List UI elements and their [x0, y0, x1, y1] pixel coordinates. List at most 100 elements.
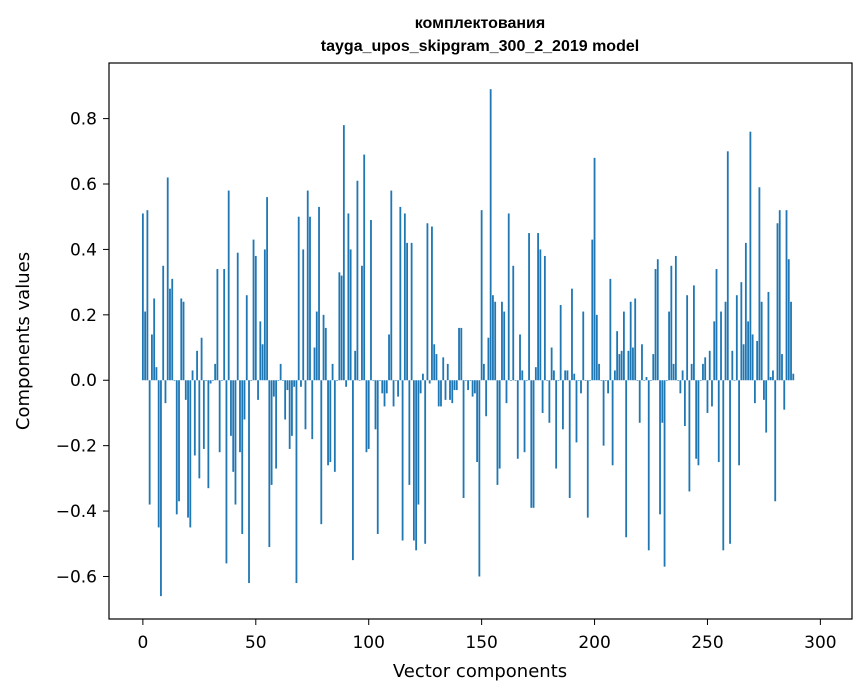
bar-16 [178, 380, 180, 502]
bar-194 [580, 380, 582, 394]
bar-259 [726, 151, 729, 381]
bar-241 [686, 295, 689, 381]
bar-217 [632, 347, 634, 381]
y-tick-label: 0.0 [70, 371, 97, 391]
bar-6 [155, 367, 158, 381]
bar-258 [724, 301, 727, 381]
bar-230 [661, 380, 664, 423]
bar-97 [361, 265, 363, 381]
bar-99 [365, 380, 368, 453]
bar-57 [270, 380, 273, 485]
bar-243 [690, 363, 693, 381]
bar-279 [772, 370, 774, 381]
bar-236 [674, 255, 677, 381]
bar-211 [618, 354, 621, 381]
bar-155 [492, 295, 494, 381]
bar-10 [164, 380, 167, 404]
bar-281 [776, 223, 779, 381]
bar-146 [471, 380, 474, 397]
bar-174 [534, 367, 537, 381]
bar-172 [530, 380, 533, 508]
bar-5 [153, 298, 156, 381]
bar-62 [281, 380, 284, 381]
bar-75 [311, 380, 314, 440]
bar-129 [433, 344, 436, 381]
bar-287 [790, 301, 792, 381]
bar-131 [437, 380, 440, 407]
x-axis-ticks: 0 50 100 150 200 250 300 [137, 619, 837, 653]
bar-200 [593, 157, 596, 381]
bar-125 [424, 380, 427, 544]
x-tick-label: 100 [352, 633, 384, 653]
bar-209 [613, 370, 616, 381]
bar-269 [749, 131, 752, 381]
bar-247 [699, 380, 702, 381]
bar-83 [329, 380, 332, 463]
bar-47 [248, 380, 250, 584]
bar-30 [209, 380, 212, 384]
bar-44 [241, 380, 244, 534]
chart-title: комплектования tayga_upos_skipgram_300_2… [321, 15, 639, 55]
y-axis-ticks: −0.6 −0.4 −0.2 0.0 0.2 0.4 0.6 0.8 [56, 110, 109, 587]
bar-220 [638, 380, 641, 423]
bar-275 [763, 380, 765, 400]
bar-260 [729, 380, 731, 544]
bar-278 [769, 376, 772, 381]
bar-70 [300, 380, 302, 387]
bar-8 [160, 380, 162, 597]
bar-253 [713, 321, 716, 381]
bar-42 [236, 252, 239, 381]
x-tick-label: 0 [137, 633, 148, 653]
x-tick-label: 200 [578, 633, 610, 653]
bar-222 [643, 380, 646, 381]
bar-35 [221, 380, 223, 381]
y-tick-label: −0.4 [56, 502, 97, 522]
bar-137 [451, 380, 454, 404]
bar-175 [537, 233, 539, 381]
bar-49 [252, 239, 255, 381]
bar-81 [324, 327, 327, 381]
bar-166 [516, 380, 519, 459]
bar-140 [458, 327, 460, 381]
bar-267 [744, 242, 747, 381]
bar-250 [706, 380, 709, 413]
bar-163 [510, 380, 512, 381]
bar-60 [277, 380, 280, 381]
bar-103 [374, 380, 377, 430]
bar-66 [291, 380, 293, 436]
bar-88 [340, 275, 343, 381]
bar-223 [645, 376, 648, 381]
bar-202 [598, 363, 600, 381]
bar-204 [602, 380, 605, 446]
bar-255 [717, 380, 720, 463]
bar-169 [523, 380, 526, 453]
bar-108 [385, 380, 388, 394]
bar-205 [604, 380, 607, 381]
bar-69 [297, 216, 300, 381]
bar-193 [577, 380, 580, 381]
bar-266 [742, 344, 745, 381]
bar-199 [591, 239, 594, 381]
bar-20 [187, 380, 189, 518]
bar-232 [665, 380, 668, 381]
bar-170 [525, 380, 528, 381]
bar-184 [557, 380, 560, 381]
bar-180 [548, 380, 551, 423]
bar-210 [616, 331, 619, 381]
bar-78 [318, 206, 320, 381]
bar-94 [354, 350, 357, 381]
bar-276 [765, 380, 768, 433]
bar-237 [677, 380, 680, 381]
bar-280 [774, 380, 777, 502]
bar-251 [708, 350, 711, 381]
bar-51 [257, 380, 259, 400]
bar-41 [234, 380, 237, 505]
bar-154 [489, 89, 492, 381]
bar-21 [189, 380, 192, 528]
bar-228 [656, 259, 659, 381]
bar-238 [679, 380, 682, 394]
bar-133 [442, 357, 445, 381]
bar-29 [207, 380, 210, 489]
bar-149 [478, 380, 481, 577]
bar-105 [379, 380, 381, 381]
